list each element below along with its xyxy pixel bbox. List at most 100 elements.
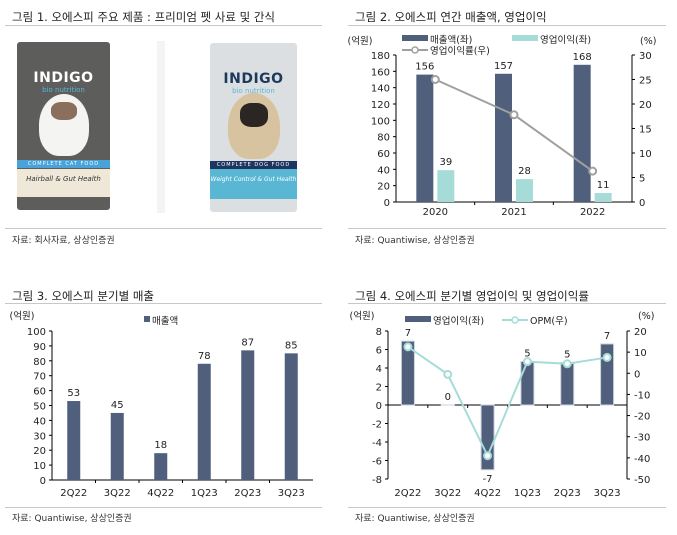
bar-매출액 [154,453,168,480]
divider [348,507,666,508]
bar-영업이익(좌) [516,179,533,202]
x-tick-label: 2022 [580,207,605,218]
line-point [588,166,598,176]
bar-매출액(좌) [416,74,434,202]
y-tick-label: -6 [372,457,382,468]
bar-매출액 [241,350,255,480]
product-subbrand: bio nutrition [42,86,85,94]
line-영업이익률(우) [434,78,594,172]
y-tick-label: 4 [376,364,382,375]
figure1-source: 자료: 회사자료, 상상인증권 [12,236,115,246]
y2-tick-label: 0 [639,198,645,209]
line-point [562,359,572,369]
y-tick-label: 140 [371,84,390,95]
y2-tick-label: 20 [634,327,647,338]
y-tick-label: 30 [33,431,46,442]
y2-tick-label: 10 [639,149,652,160]
bar-매출액 [197,363,211,480]
bar-매출액(좌) [495,73,512,203]
x-tick-label: 2Q22 [60,488,87,499]
bar-매출액 [110,412,124,480]
data-label: 7 [405,328,411,339]
y-tick-label: 50 [33,402,46,413]
y2-tick-label: 15 [639,125,652,136]
product-line: Weight Control & Gut Health [210,176,297,183]
y-tick-label: 60 [33,387,46,398]
y-tick-label: 8 [376,327,382,338]
x-tick-label: 2Q23 [554,488,581,499]
legend-marker [511,316,519,324]
y-tick-label: 60 [377,149,390,160]
line-point [509,110,519,120]
line-point [443,369,453,379]
x-tick-label: 1Q23 [514,488,541,499]
y-tick-label: 40 [377,165,390,176]
data-label: 85 [285,340,298,351]
y2-tick-label: 5 [639,174,645,185]
x-tick-label: 1Q23 [191,488,218,499]
line-point [430,75,440,84]
y-axis-label: (억원) [350,310,375,322]
y2-tick-label: 30 [639,51,652,62]
legend-label: 영업이익(좌) [433,315,484,327]
y-tick-label: 10 [33,461,46,472]
data-label: 5 [524,349,530,360]
legend-label: 영업이익률(우) [430,45,490,57]
y2-tick-label: -20 [634,412,650,423]
figure1-title: 그림 1. 오에스피 주요 제품 : 프리미엄 펫 사료 및 간식 [12,10,275,24]
y-tick-label: 40 [33,416,46,427]
bar-영업이익(좌) [520,361,535,406]
y2-tick-label: 25 [639,76,652,87]
y-tick-label: 70 [33,372,46,383]
bar-매출액 [67,401,81,480]
line-point [522,357,532,367]
figure3-source: 자료: Quantiwise, 상상인증권 [12,514,132,524]
divider [5,507,322,508]
cat-photo [39,94,89,156]
legend-swatch [144,316,150,322]
divider [5,303,322,304]
cat-food-product-image: INDIGO bio nutrition COMPLETE CAT FOOD H… [17,42,110,210]
data-label: 156 [415,62,434,73]
x-tick-label: 2020 [423,207,448,218]
line-point [602,352,612,362]
data-label: -7 [483,474,493,485]
y2-tick-label: -30 [634,433,650,444]
y-tick-label: 80 [33,357,46,368]
y2-axis-label: (%) [638,311,654,322]
legend-swatch [405,316,431,322]
data-label: 157 [494,61,513,72]
x-tick-label: 2021 [501,207,526,218]
dog-photo [228,93,280,159]
legend-swatch [512,35,538,41]
y-tick-label: 80 [377,133,390,144]
x-tick-label: 3Q22 [104,488,131,499]
figure2-title: 그림 2. 오에스피 연간 매출액, 영업이익 [355,10,547,24]
data-label: 87 [241,337,254,348]
y2-tick-label: -10 [634,390,650,401]
data-label: 18 [154,440,167,451]
y-axis-label: (억원) [10,310,35,322]
y2-axis-label: (%) [640,36,656,47]
data-label: 28 [518,166,531,177]
data-label: 168 [573,52,592,63]
bar-영업이익(좌) [437,170,455,202]
y-tick-label: 90 [33,342,46,353]
legend-label: 영업이익(좌) [540,34,591,46]
divider [348,228,666,229]
y2-tick-label: 20 [639,100,652,111]
bar-영업이익(좌) [560,361,575,406]
legend-marker [411,46,419,54]
legend-swatch [402,35,428,41]
product-line: Hairball & Gut Health [26,175,101,183]
y2-tick-label: 0 [634,369,640,380]
x-tick-label: 3Q22 [434,488,461,499]
bar-매출액 [284,353,298,480]
legend-label: 매출액(좌) [430,34,472,46]
y-tick-label: 0 [40,476,46,487]
y-tick-label: -8 [372,475,382,486]
figure3-title: 그림 3. 오에스피 분기별 매출 [12,289,154,303]
divider [348,25,666,26]
